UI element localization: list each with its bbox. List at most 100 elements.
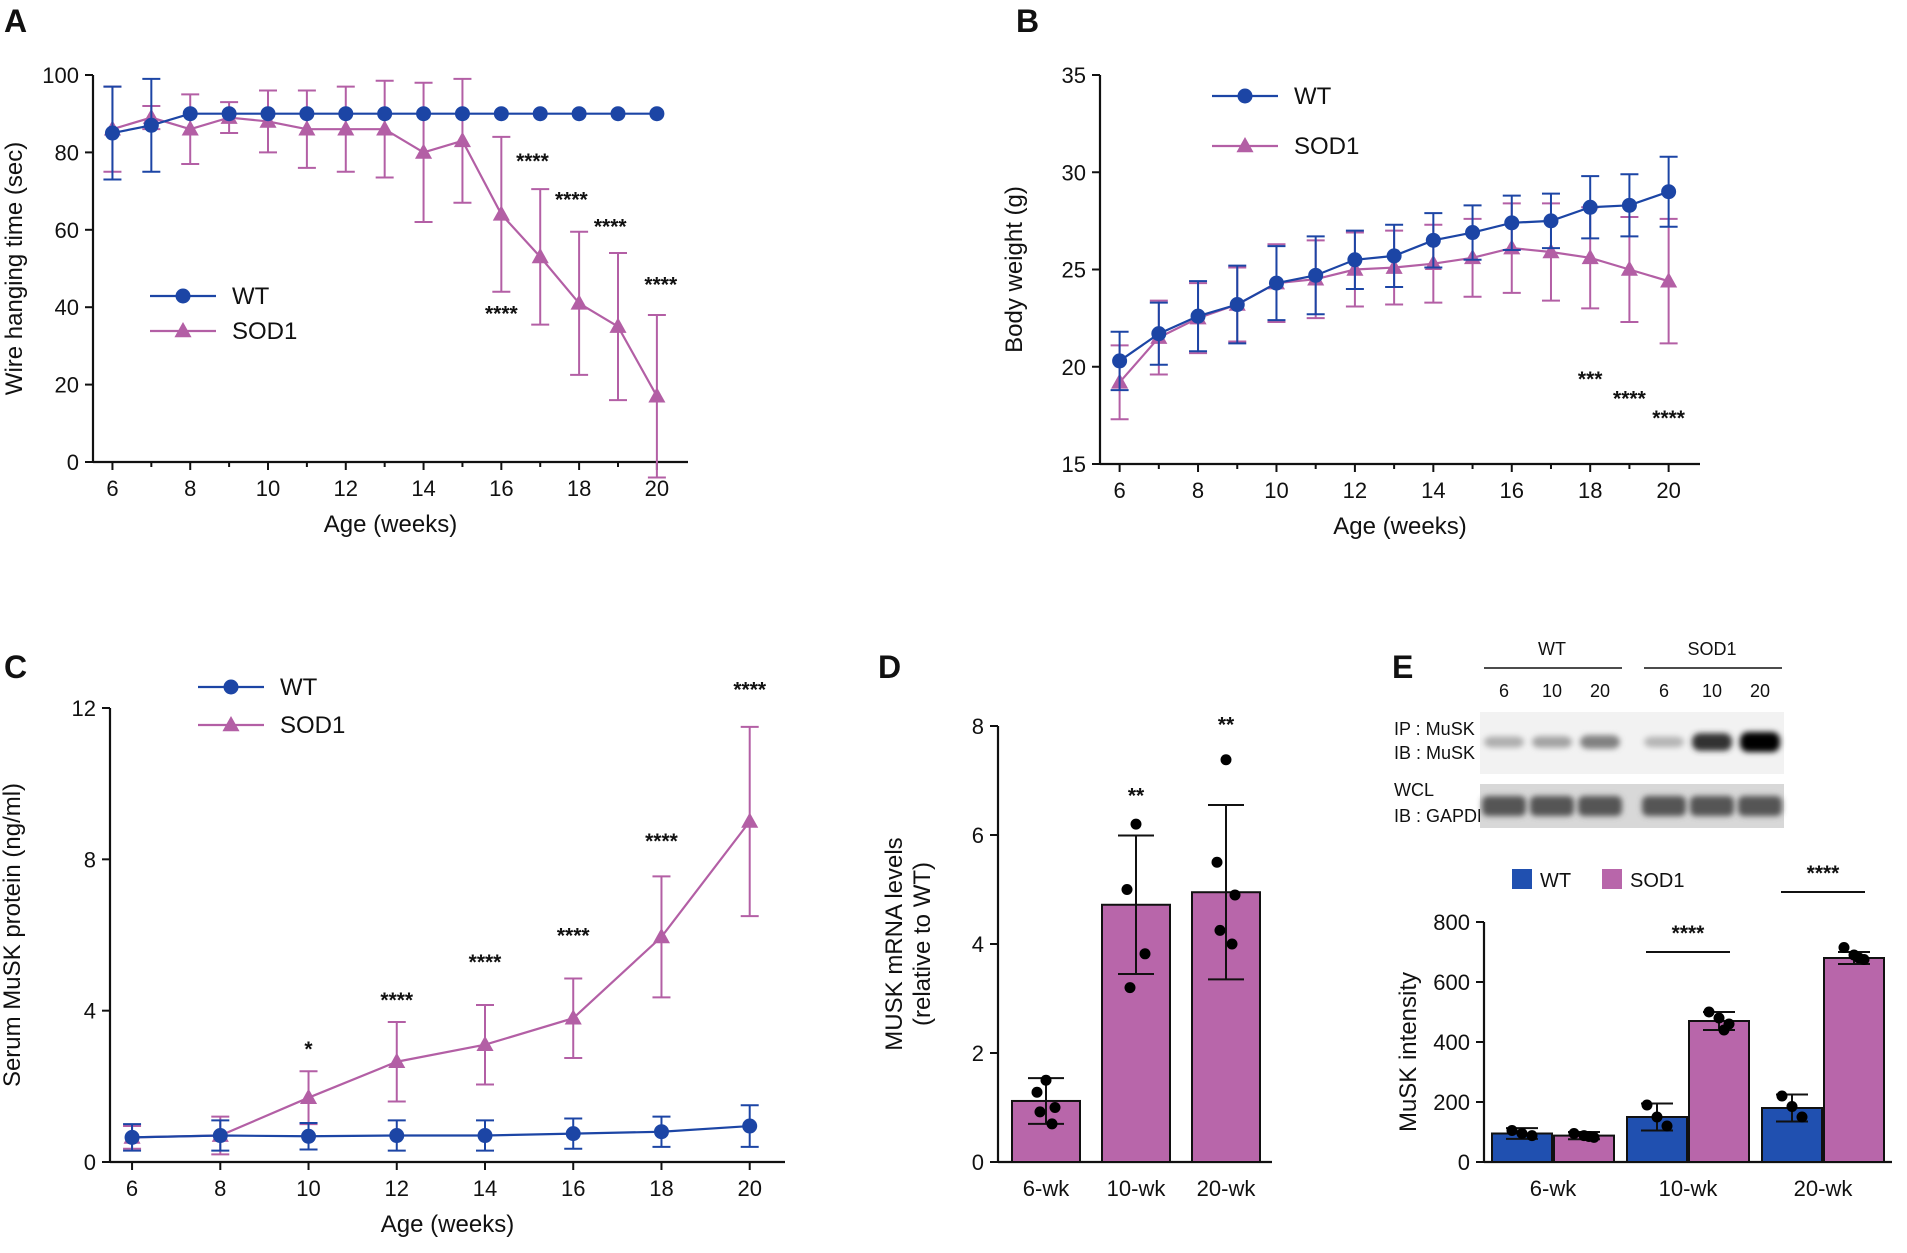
panel-a-y-axis-title: Wire hanging time (sec) — [1, 142, 28, 395]
panel-c-series-sod1-point — [476, 1035, 494, 1052]
panel-a-series-sod1-point — [648, 387, 666, 403]
panel-letter-b: B — [1016, 3, 1039, 39]
panel-a-series-wt-point — [532, 106, 548, 122]
panel-e-sod1-data-point — [1718, 1024, 1730, 1036]
panel-b-x-tick-label: 14 — [1421, 478, 1445, 503]
panel-c-x-tick-label: 14 — [473, 1176, 497, 1201]
panel-a-x-tick-label: 16 — [489, 476, 513, 501]
panel-c-legend-marker-sod1 — [222, 716, 240, 732]
panel-e-legend-label-sod1: SOD1 — [1630, 870, 1684, 892]
panel-a-series-sod1-point — [298, 120, 316, 136]
panel-b-legend-marker-wt — [1237, 88, 1253, 104]
panel-b-series-wt-point — [1582, 199, 1598, 215]
panel-e-y-axis-title: MuSK intensity — [1395, 972, 1422, 1132]
panel-e-wt-data-point — [1526, 1130, 1538, 1142]
panel-d-y-axis-title-line2: (relative to WT) — [909, 862, 936, 1026]
panel-c-x-tick-label: 16 — [561, 1176, 585, 1201]
blot-lane-label: 6 — [1659, 681, 1669, 701]
panel-d-data-point — [1229, 889, 1241, 901]
panel-e-wt-data-point — [1776, 1090, 1788, 1102]
blot-musk-band — [1484, 736, 1524, 748]
panel-b-y-tick-label: 35 — [1062, 63, 1086, 88]
panel-b-series-wt-point — [1268, 275, 1284, 291]
panel-a-y-tick-label: 20 — [55, 373, 79, 398]
panel-b-series-wt-point — [1465, 225, 1481, 241]
panel-c-legend-label-sod1: SOD1 — [280, 712, 345, 739]
panel-c-y-tick-label: 4 — [84, 999, 96, 1024]
panel-a-series-sod1-point — [609, 317, 627, 333]
panel-e-sod1-data-point — [1703, 1006, 1715, 1018]
panel-e-sod1-data-point — [1583, 1131, 1595, 1142]
panel-a-x-tick-label: 10 — [256, 476, 280, 501]
panel-c-series-sod1-point — [299, 1088, 318, 1104]
panel-b-body-weight-chart: 15 20 25 30 35 6 8 10 12 14 16 18 20 Age (weeks) Body … — [1001, 63, 1700, 540]
panel-a-legend-label-sod1: SOD1 — [232, 318, 297, 345]
panel-d-musk-mrna-chart: 0 2 4 6 8 6-wk 10-wk 20-wk ** ** MUSK mRNA levels(… — [881, 713, 1272, 1201]
panel-c-series-sod1-point — [741, 812, 759, 828]
panel-e-significance-label: **** — [1807, 862, 1841, 885]
panel-d-data-point — [1031, 1086, 1043, 1098]
panel-b-x-tick-label: 20 — [1656, 478, 1680, 503]
panel-e-wt-data-point — [1796, 1111, 1808, 1123]
panel-c-significance-label: **** — [645, 830, 679, 853]
panel-c-series-wt-point — [653, 1124, 669, 1140]
panel-b-series-wt-point — [1229, 297, 1245, 313]
panel-d-y-tick-label: 2 — [972, 1041, 984, 1066]
panel-a-significance-label: **** — [485, 303, 519, 326]
panel-e-wt-data-point — [1651, 1111, 1663, 1123]
panel-b-series-sod1-point — [1660, 272, 1678, 288]
blot-gapdh-band — [1530, 796, 1574, 816]
panel-c-x-tick-label: 18 — [649, 1176, 673, 1201]
panel-c-legend-label-wt: WT — [280, 674, 318, 701]
panel-e-y-tick-label: 600 — [1433, 970, 1470, 995]
panel-a-series-sod1-point — [570, 294, 588, 310]
blot-row1-label-ip: IP : MuSK — [1394, 719, 1475, 739]
panel-a-x-tick-label: 18 — [567, 476, 591, 501]
blot-gapdh-band — [1738, 796, 1782, 816]
panel-e-legend-swatch-wt — [1512, 869, 1532, 889]
panel-e-y-tick-label: 0 — [1458, 1150, 1470, 1175]
panel-a-significance-label: **** — [516, 150, 550, 173]
panel-a-series-wt-point — [454, 106, 470, 122]
panel-e-sod1-bar-10-wk — [1688, 1020, 1750, 1163]
panel-b-series-wt-point — [1347, 252, 1363, 268]
panel-c-series-wt-point — [477, 1128, 493, 1144]
blot-group-label-sod1: SOD1 — [1687, 639, 1736, 659]
panel-a-x-tick-label: 6 — [106, 476, 118, 501]
panel-d-data-point — [1046, 1118, 1058, 1130]
panel-d-y-tick-label: 4 — [972, 932, 984, 957]
panel-c-x-tick-label: 20 — [737, 1176, 761, 1201]
panel-a-series-wt-point — [143, 117, 159, 133]
panel-c-series-wt-point — [212, 1128, 228, 1144]
panel-c-series-sod1-point — [388, 1052, 406, 1069]
panel-d-data-point — [1220, 754, 1232, 766]
panel-d-significance-label: ** — [1218, 713, 1235, 736]
panel-d-data-point — [1049, 1102, 1061, 1113]
panel-e-y-tick-label: 200 — [1433, 1090, 1470, 1115]
panel-e-western-blot: WT SOD1 6 10 20 6 10 20 IP : MuSK IB : MuSK WCL IB … — [1394, 639, 1784, 828]
panel-c-y-tick-label: 0 — [84, 1150, 96, 1175]
panel-e-wt-data-point — [1786, 1101, 1798, 1112]
blot-lane-label: 10 — [1542, 681, 1562, 701]
panel-c-series-wt-point — [124, 1129, 140, 1145]
panel-c-series-wt-point — [565, 1126, 581, 1142]
panel-d-data-point — [1226, 938, 1238, 950]
panel-a-significance-label: **** — [555, 189, 589, 212]
panel-b-x-tick-label: 18 — [1578, 478, 1602, 503]
panel-c-series-wt-point — [301, 1128, 317, 1144]
blot-musk-membrane — [1480, 712, 1784, 774]
panel-a-series-wt-point — [610, 106, 626, 122]
panel-c-y-tick-label: 12 — [72, 696, 96, 721]
panel-e-wt-data-point — [1641, 1099, 1653, 1111]
panel-b-significance-label: **** — [1652, 407, 1686, 430]
blot-lane-label: 6 — [1499, 681, 1509, 701]
panel-e-wt-data-point — [1506, 1125, 1518, 1136]
panel-b-x-tick-label: 10 — [1264, 478, 1288, 503]
blot-musk-band — [1740, 732, 1780, 752]
blot-group-label-wt: WT — [1538, 639, 1566, 659]
panel-a-series-wt-point — [649, 106, 665, 122]
panel-c-x-tick-label: 6 — [126, 1176, 138, 1201]
blot-musk-band — [1644, 736, 1684, 748]
panel-a-series-wt-point — [571, 106, 587, 122]
